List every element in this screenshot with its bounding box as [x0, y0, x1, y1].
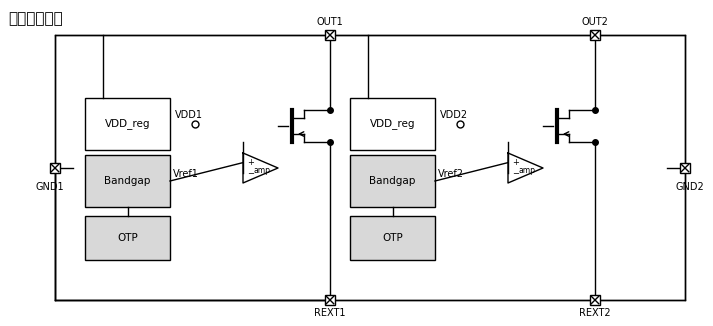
Bar [350, 216, 435, 260]
Text: Bandgap: Bandgap [369, 176, 416, 186]
Bar [325, 295, 335, 305]
Text: +: + [512, 158, 519, 167]
Text: OTP: OTP [382, 233, 403, 243]
Text: Bandgap: Bandgap [104, 176, 150, 186]
Bar [590, 30, 600, 40]
Text: 内部功能框图: 内部功能框图 [8, 11, 63, 26]
Text: amp: amp [254, 166, 271, 175]
Text: GND1: GND1 [36, 182, 64, 192]
Text: REXT2: REXT2 [579, 308, 611, 318]
Bar [590, 295, 600, 305]
Bar [325, 30, 335, 40]
Bar [85, 216, 170, 260]
Text: −: − [512, 169, 519, 178]
Text: VDD_reg: VDD_reg [370, 119, 415, 129]
Bar [85, 98, 170, 150]
Text: +: + [247, 158, 254, 167]
Text: amp: amp [519, 166, 535, 175]
Text: OUT2: OUT2 [582, 17, 608, 27]
Bar [350, 98, 435, 150]
Text: GND2: GND2 [676, 182, 704, 192]
Text: −: − [247, 169, 255, 178]
Text: OUT1: OUT1 [317, 17, 344, 27]
Text: VDD1: VDD1 [175, 110, 203, 120]
Text: OTP: OTP [117, 233, 138, 243]
Bar [50, 163, 60, 173]
Text: VDD_reg: VDD_reg [105, 119, 150, 129]
Text: Vref1: Vref1 [173, 169, 199, 179]
Bar [55, 35, 685, 300]
Text: Vref2: Vref2 [438, 169, 464, 179]
Text: REXT1: REXT1 [314, 308, 346, 318]
Text: VDD2: VDD2 [440, 110, 468, 120]
Bar [350, 155, 435, 207]
Bar [85, 155, 170, 207]
Bar [680, 163, 690, 173]
